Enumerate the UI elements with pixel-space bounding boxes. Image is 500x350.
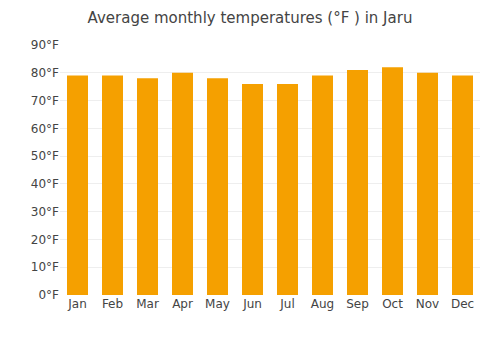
svg-text:0°F: 0°F	[38, 288, 59, 302]
svg-text:60°F: 60°F	[31, 122, 59, 136]
svg-text:May: May	[205, 297, 230, 311]
svg-text:Sep: Sep	[346, 297, 369, 311]
svg-text:Jul: Jul	[279, 297, 294, 311]
svg-text:Oct: Oct	[382, 297, 403, 311]
svg-text:40°F: 40°F	[31, 177, 59, 191]
svg-text:Average monthly temperatures (: Average monthly temperatures (°F ) in Ja…	[88, 9, 413, 27]
svg-text:Dec: Dec	[451, 297, 474, 311]
svg-text:10°F: 10°F	[31, 260, 59, 274]
svg-text:Apr: Apr	[172, 297, 193, 311]
svg-text:90°F: 90°F	[31, 38, 59, 52]
svg-text:50°F: 50°F	[31, 149, 59, 163]
svg-text:30°F: 30°F	[31, 205, 59, 219]
svg-text:Aug: Aug	[311, 297, 334, 311]
svg-text:Jun: Jun	[242, 297, 262, 311]
svg-text:20°F: 20°F	[31, 233, 59, 247]
svg-text:Mar: Mar	[136, 297, 159, 311]
svg-text:Nov: Nov	[416, 297, 439, 311]
svg-text:70°F: 70°F	[31, 94, 59, 108]
svg-text:80°F: 80°F	[31, 66, 59, 80]
svg-text:Jan: Jan	[67, 297, 87, 311]
svg-text:Feb: Feb	[102, 297, 123, 311]
